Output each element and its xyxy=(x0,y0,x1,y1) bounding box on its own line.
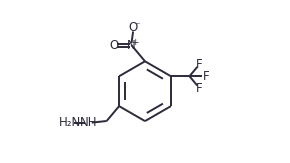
Text: N: N xyxy=(127,39,136,52)
Text: +: + xyxy=(131,38,139,47)
Text: O: O xyxy=(109,39,118,52)
Text: NH: NH xyxy=(80,116,98,129)
Text: F: F xyxy=(196,82,203,95)
Text: F: F xyxy=(203,70,209,83)
Text: H₂N: H₂N xyxy=(59,116,81,129)
Text: F: F xyxy=(196,58,203,71)
Text: ⁻: ⁻ xyxy=(134,21,140,31)
Text: O: O xyxy=(128,21,138,34)
